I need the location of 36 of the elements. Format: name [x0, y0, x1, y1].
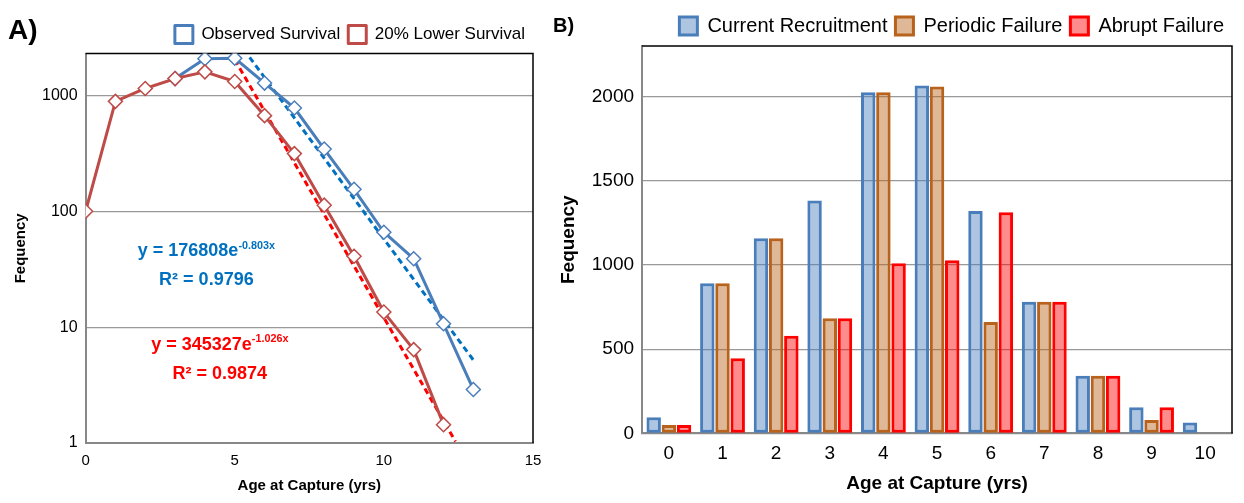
x-tick-label: 1: [717, 442, 728, 464]
x-tick-label: 5: [230, 451, 239, 469]
x-tick-label: 5: [931, 442, 943, 464]
legend-label: Observed Survival: [201, 24, 341, 44]
y-tick-label: 0: [623, 421, 635, 443]
y-axis-title: Fequency: [556, 194, 578, 285]
annotation: R² = 0.9796: [159, 269, 254, 290]
legend-label: Current Recruitment: [707, 13, 888, 36]
x-tick-label: 0: [663, 442, 675, 464]
y-tick-label: 2000: [591, 84, 635, 106]
x-tick-label: 2: [770, 442, 782, 464]
x-tick-label: 4: [878, 442, 890, 464]
x-tick-label: 0: [81, 451, 90, 469]
y-tick-label: 1000: [42, 85, 78, 103]
x-axis-title: Age at Capture (yrs): [846, 471, 1028, 493]
y-tick-label: 1500: [591, 168, 635, 190]
y-tick-label: 500: [602, 337, 635, 359]
legend-label: 20% Lower Survival: [374, 24, 526, 44]
x-tick-label: 7: [1039, 442, 1050, 464]
x-tick-label: 3: [824, 442, 836, 464]
y-tick-label: 100: [50, 201, 78, 219]
x-tick-label: 6: [985, 442, 996, 464]
x-tick-label: 10: [1194, 442, 1216, 464]
x-tick-label: 15: [524, 451, 542, 469]
annotation: R² = 0.9874: [172, 362, 268, 383]
x-axis-title: Age at Capture (yrs): [237, 476, 381, 494]
y-axis-title: Fequency: [11, 212, 29, 284]
y-tick-label: 10: [59, 317, 78, 335]
chart-title: A): [8, 13, 38, 45]
chart-title: B): [553, 13, 575, 36]
legend-label: Periodic Failure: [923, 13, 1063, 36]
y-tick-label: 1000: [591, 253, 635, 275]
legend-label: Abrupt Failure: [1098, 13, 1225, 36]
x-tick-label: 8: [1092, 442, 1104, 464]
x-tick-label: 9: [1146, 442, 1157, 464]
x-tick-label: 10: [375, 451, 393, 469]
